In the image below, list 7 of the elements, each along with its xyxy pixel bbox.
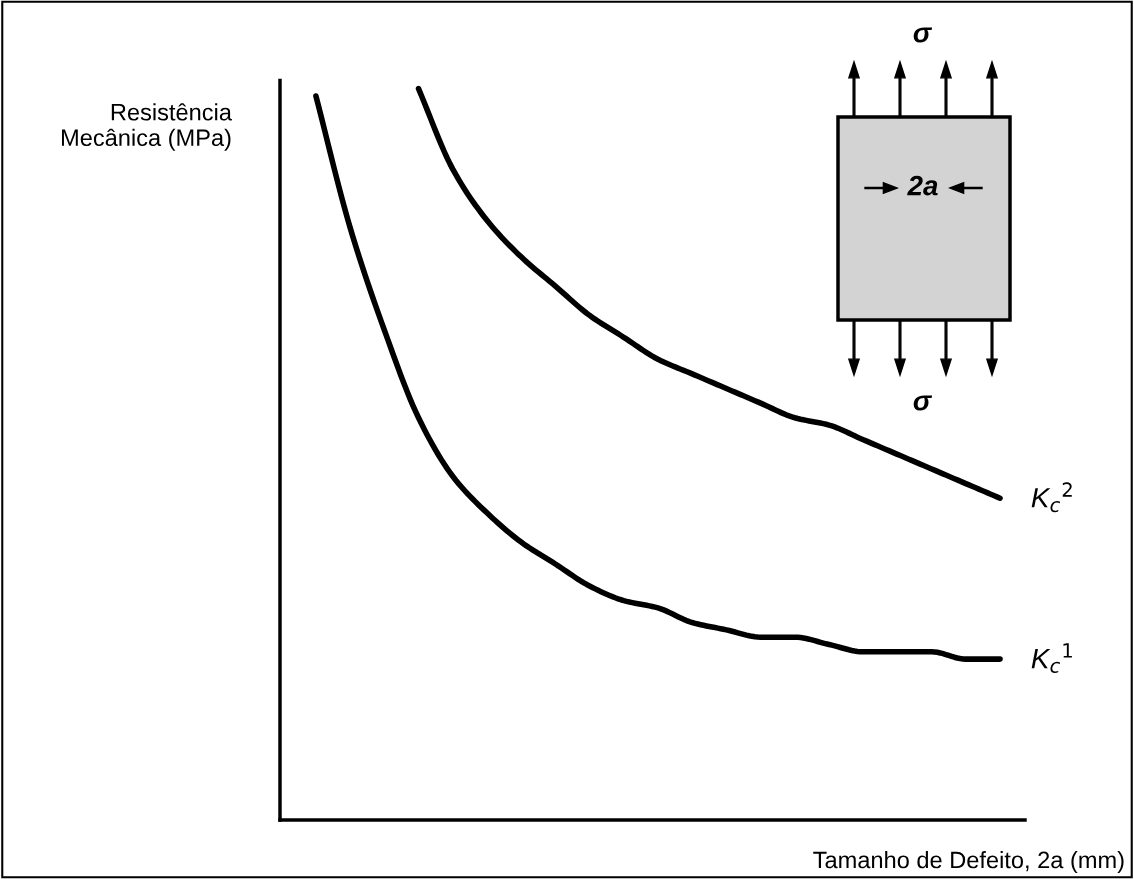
y-axis-title: Resistência Mecânica (MPa) xyxy=(62,103,232,151)
annotation: 2a xyxy=(907,175,938,196)
x-axis-title: Tamanho de Defeito, 2a (mm) xyxy=(813,850,1124,873)
annotation: σ xyxy=(913,395,933,411)
text: σ xyxy=(913,27,933,43)
series-label: K$_{c}$$^{1}$ xyxy=(1031,643,1072,673)
series-label: K$_{c}$$^{2}$ xyxy=(1031,482,1072,513)
